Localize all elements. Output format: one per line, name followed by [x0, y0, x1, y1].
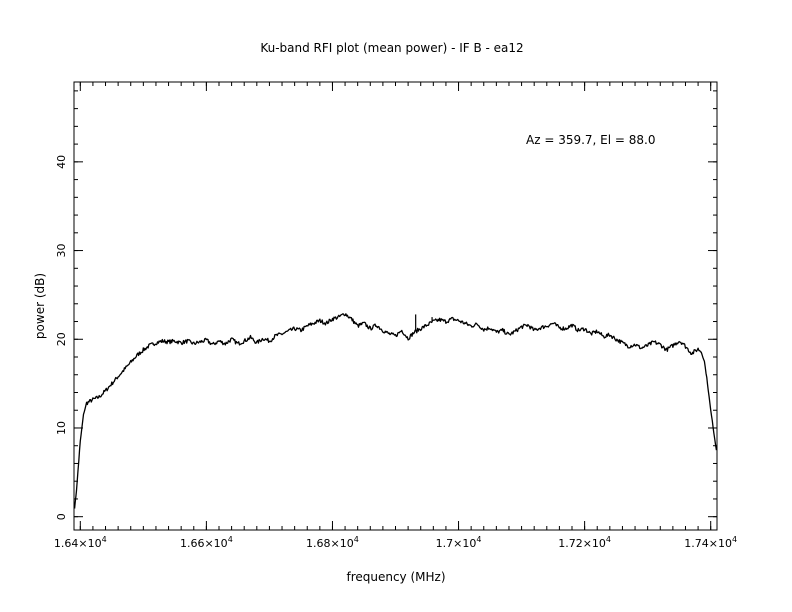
- x-tick-label: 1.66×104: [180, 535, 233, 550]
- axis-ticks: [74, 82, 717, 530]
- x-tick-labels: 1.64×104 1.66×104 1.68×104 1.7×104 1.72×104 1…: [54, 535, 737, 550]
- x-tick-label: 1.64×104: [54, 535, 107, 550]
- y-tick-label: 20: [55, 332, 68, 346]
- y-tick-labels: 0 10 20 30 40: [55, 155, 68, 520]
- plot-frame: [73, 81, 718, 531]
- x-axis-label: frequency (MHz): [346, 570, 445, 584]
- x-tick-label: 1.7×104: [436, 535, 482, 550]
- y-axis-label: power (dB): [33, 273, 47, 339]
- az-el-annotation: Az = 359.7, El = 88.0: [526, 133, 656, 147]
- y-tick-label: 10: [55, 421, 68, 435]
- x-tick-label: 1.68×104: [306, 535, 359, 550]
- rfi-spikes: [152, 314, 433, 345]
- plot-axes: [73, 81, 718, 531]
- x-tick-label: 1.72×104: [558, 535, 611, 550]
- x-tick-label: 1.74×104: [684, 535, 737, 550]
- y-tick-label: 40: [55, 155, 68, 169]
- chart-title: Ku-band RFI plot (mean power) - IF B - e…: [260, 41, 523, 55]
- power-series-line: [73, 313, 718, 509]
- y-tick-label: 30: [55, 244, 68, 258]
- y-tick-label: 0: [55, 513, 68, 520]
